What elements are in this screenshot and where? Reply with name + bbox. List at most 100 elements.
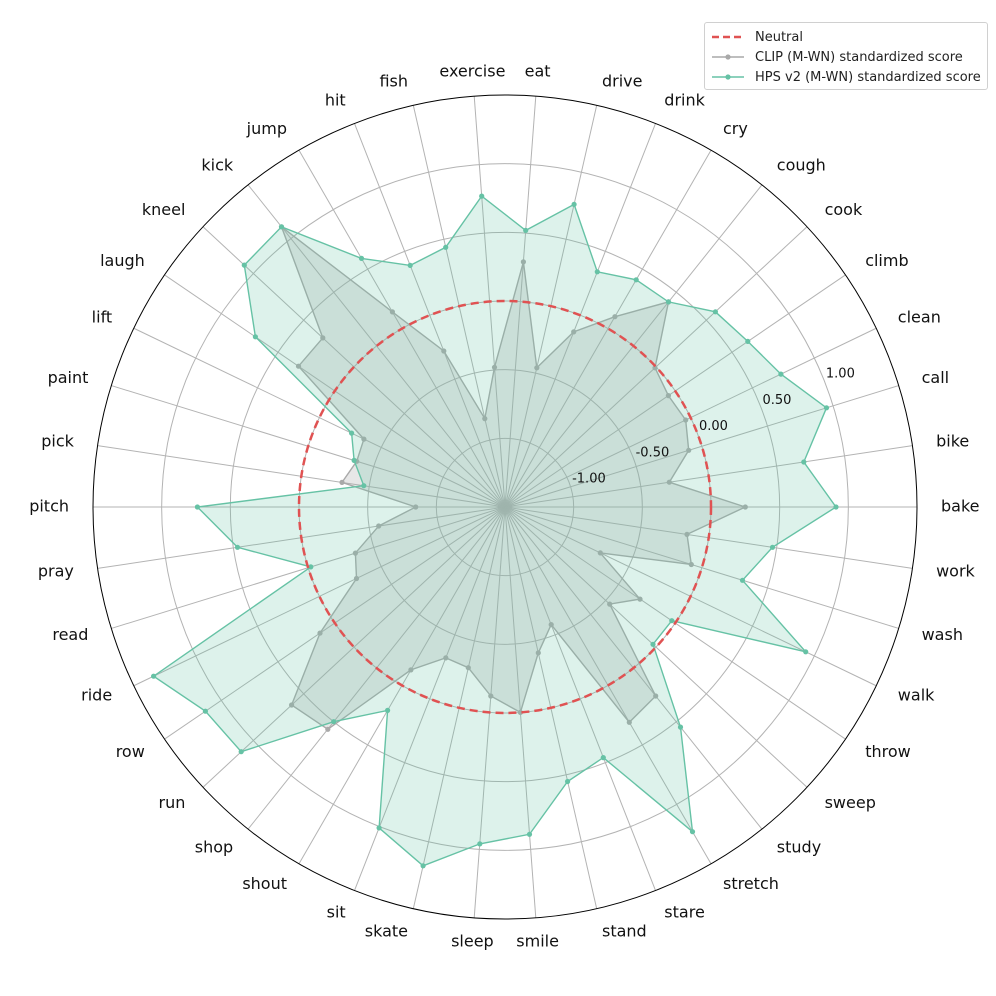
category-label-sweep: sweep bbox=[825, 793, 876, 812]
neutral-ring bbox=[297, 299, 713, 715]
radial-tick-label: 0.00 bbox=[699, 419, 728, 434]
point-clip-shout bbox=[408, 667, 414, 673]
point-clip-fish bbox=[482, 416, 488, 422]
category-label-wash: wash bbox=[922, 625, 963, 644]
category-label-run: run bbox=[159, 793, 186, 812]
grid-ring-3 bbox=[229, 231, 781, 783]
point-clip-pick bbox=[339, 479, 345, 485]
point-clip-read bbox=[352, 550, 358, 556]
point-hps-paint bbox=[351, 457, 357, 463]
category-label-laugh: laugh bbox=[100, 251, 145, 270]
point-clip-ride bbox=[353, 575, 360, 582]
grid-ring-1 bbox=[367, 369, 643, 645]
radial-tick-label: -0.50 bbox=[636, 445, 670, 460]
point-clip-sweep bbox=[607, 601, 613, 607]
point-hps-read bbox=[308, 564, 314, 570]
point-clip-cry bbox=[612, 314, 618, 320]
point-hps-study bbox=[677, 724, 684, 730]
polar-frame bbox=[92, 94, 918, 920]
point-hps-jump bbox=[358, 255, 365, 261]
label-layer: -1.00 -0.50 0.00 0.50 1.00 bake bike call clean c… bbox=[29, 62, 979, 951]
point-clip-pitch bbox=[413, 504, 419, 510]
category-label-sit: sit bbox=[327, 902, 346, 921]
point-clip-kneel bbox=[320, 335, 326, 341]
category-label-shop: shop bbox=[195, 837, 233, 856]
point-clip-shop bbox=[325, 726, 331, 732]
category-label-stand: stand bbox=[602, 922, 647, 941]
legend-item-neutral: Neutral bbox=[711, 27, 981, 47]
point-clip-stretch bbox=[626, 719, 632, 725]
point-clip-stand bbox=[535, 650, 541, 656]
point-clip-call bbox=[686, 447, 692, 453]
point-hps-drink bbox=[594, 269, 600, 275]
point-clip-sleep bbox=[488, 693, 494, 699]
point-clip-skate bbox=[465, 665, 471, 671]
point-clip-jump bbox=[389, 309, 395, 315]
legend-label-hps: HPS v2 (M-WN) standardized score bbox=[755, 69, 981, 85]
legend-item-clip: CLIP (M-WN) standardized score bbox=[711, 47, 981, 67]
category-label-bake: bake bbox=[941, 497, 980, 516]
category-label-ride: ride bbox=[81, 686, 112, 705]
category-label-pray: pray bbox=[38, 562, 74, 581]
point-clip-eat bbox=[520, 259, 527, 265]
category-label-eat: eat bbox=[525, 62, 551, 81]
radial-tick-label: -1.00 bbox=[572, 472, 606, 487]
category-label-pitch: pitch bbox=[29, 497, 69, 516]
category-label-cough: cough bbox=[777, 156, 826, 175]
category-label-row: row bbox=[116, 742, 145, 761]
point-hps-throw bbox=[669, 618, 675, 624]
point-hps-bike bbox=[801, 459, 807, 465]
point-hps-cry bbox=[633, 277, 639, 283]
category-label-exercise: exercise bbox=[439, 62, 505, 81]
point-hps-cook bbox=[712, 309, 719, 315]
category-label-hit: hit bbox=[325, 91, 346, 110]
category-label-read: read bbox=[52, 625, 88, 644]
category-label-walk: walk bbox=[898, 686, 935, 705]
point-hps-lift bbox=[349, 430, 355, 436]
point-clip-pray bbox=[376, 523, 382, 529]
grid-ring-4 bbox=[161, 163, 849, 851]
point-clip-cook bbox=[652, 365, 658, 371]
category-label-stare: stare bbox=[664, 902, 704, 921]
category-label-lift: lift bbox=[92, 307, 113, 326]
point-hps-sleep bbox=[477, 841, 483, 847]
category-label-sleep: sleep bbox=[451, 931, 494, 950]
category-label-paint: paint bbox=[48, 368, 89, 387]
point-clip-throw bbox=[637, 596, 643, 602]
point-clip-run bbox=[289, 702, 295, 708]
legend: Neutral CLIP (M-WN) standardized score H… bbox=[704, 22, 988, 90]
point-hps-stretch bbox=[689, 829, 696, 835]
category-label-smile: smile bbox=[516, 931, 559, 950]
point-clip-hit bbox=[441, 348, 447, 354]
point-clip-drink bbox=[571, 329, 577, 335]
point-clip-work bbox=[684, 531, 690, 538]
point-hps-cough bbox=[665, 299, 672, 305]
category-label-jump: jump bbox=[246, 119, 287, 138]
radial-tick-label: 0.50 bbox=[763, 393, 792, 408]
category-label-work: work bbox=[936, 562, 975, 581]
point-hps-walk bbox=[803, 649, 809, 655]
point-clip-clean bbox=[683, 417, 689, 423]
point-hps-shop bbox=[331, 719, 337, 725]
category-label-climb: climb bbox=[865, 251, 908, 270]
category-label-kneel: kneel bbox=[142, 200, 186, 219]
point-hps-pick bbox=[361, 483, 367, 489]
category-label-cook: cook bbox=[825, 200, 863, 219]
point-hps-eat bbox=[523, 227, 529, 233]
point-clip-row bbox=[317, 630, 323, 636]
point-hps-wash bbox=[739, 577, 746, 583]
point-hps-hit bbox=[407, 262, 413, 268]
legend-swatch-clip bbox=[712, 54, 744, 60]
point-clip-laugh bbox=[295, 363, 302, 369]
category-label-kick: kick bbox=[201, 156, 234, 175]
point-hps-climb bbox=[745, 338, 751, 344]
category-label-study: study bbox=[777, 837, 821, 856]
point-hps-pray bbox=[234, 544, 241, 550]
category-label-drive: drive bbox=[602, 71, 643, 90]
point-hps-stand bbox=[565, 778, 571, 785]
point-hps-pitch bbox=[194, 504, 200, 510]
legend-item-hps: HPS v2 (M-WN) standardized score bbox=[711, 67, 981, 87]
category-label-drink: drink bbox=[664, 91, 705, 110]
point-hps-bake bbox=[833, 504, 839, 510]
category-label-shout: shout bbox=[242, 874, 287, 893]
